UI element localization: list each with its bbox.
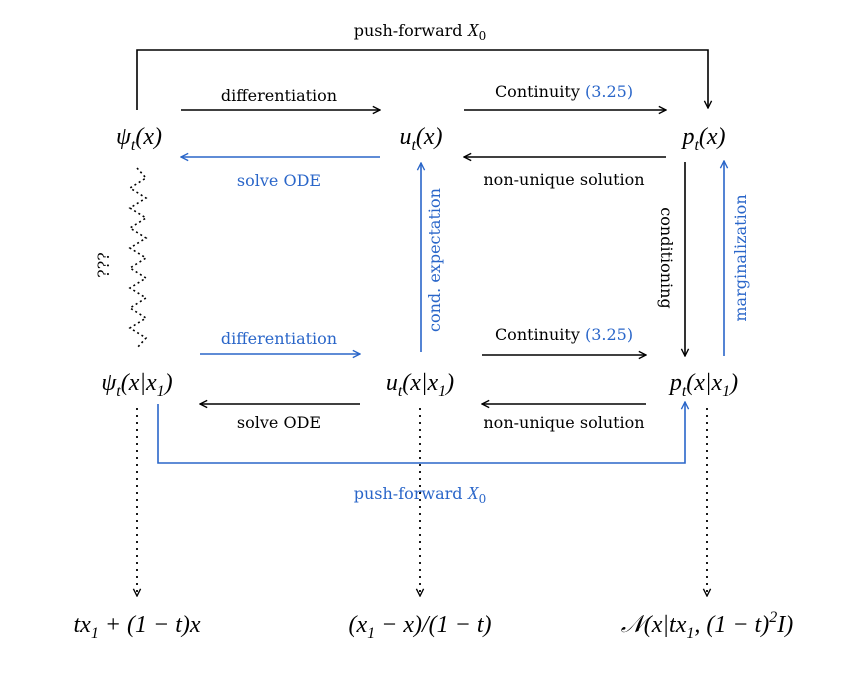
non-unique-bottom-label: non-unique solution bbox=[483, 413, 644, 432]
push-forward-bottom-label: push-forward X0 bbox=[354, 483, 487, 506]
non-unique-top-label: non-unique solution bbox=[483, 170, 644, 189]
node-psi-cond: ψt(x|x1) bbox=[101, 370, 172, 400]
push-forward-top-label: push-forward X0 bbox=[354, 20, 487, 43]
node-p-t: pt(x) bbox=[680, 124, 725, 154]
cond-expectation-label: cond. expectation bbox=[425, 188, 444, 332]
node-u-t: ut(x) bbox=[399, 124, 442, 154]
continuity-bottom-label: Continuity (3.25) bbox=[495, 325, 633, 344]
marginalization-label: marginalization bbox=[731, 194, 750, 321]
push-forward-top-arrow bbox=[136, 49, 708, 110]
differentiation-bottom-label: differentiation bbox=[221, 329, 337, 348]
solve-ode-bottom-label: solve ODE bbox=[237, 413, 321, 432]
conditioning-label: conditioning bbox=[657, 207, 676, 308]
unknown-relation-label: ??? bbox=[94, 252, 113, 278]
node-u-cond: ut(x|x1) bbox=[386, 370, 454, 400]
solve-ode-top-label: solve ODE bbox=[237, 171, 321, 190]
unknown-relation-squiggle bbox=[128, 167, 148, 349]
node-p-cond: pt(x|x1) bbox=[668, 370, 738, 400]
node-psi-t: ψt(x) bbox=[116, 124, 162, 154]
continuity-top-label: Continuity (3.25) bbox=[495, 82, 633, 101]
formula-flow: tx1 + (1 − t)x bbox=[73, 612, 200, 642]
differentiation-top-label: differentiation bbox=[221, 86, 337, 105]
push-forward-bottom-arrow bbox=[157, 402, 685, 464]
formula-prob: 𝒩(x|tx1, (1 − t)2I) bbox=[621, 609, 793, 642]
formula-field: (x1 − x)/(1 − t) bbox=[348, 612, 491, 642]
